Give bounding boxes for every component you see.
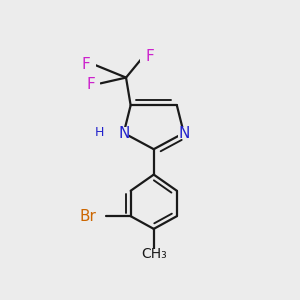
Bar bbox=[85, 59, 96, 70]
Text: N: N bbox=[118, 125, 129, 140]
Text: F: F bbox=[82, 57, 90, 72]
Text: F: F bbox=[86, 77, 95, 92]
Bar bbox=[140, 51, 151, 62]
Text: N: N bbox=[178, 125, 190, 140]
Bar bbox=[118, 128, 129, 139]
Text: F: F bbox=[146, 49, 154, 64]
Bar bbox=[145, 249, 162, 260]
Text: CH₃: CH₃ bbox=[141, 247, 167, 261]
Text: Br: Br bbox=[79, 209, 96, 224]
Text: H: H bbox=[95, 126, 104, 139]
Bar bbox=[87, 211, 105, 222]
Bar bbox=[89, 79, 100, 90]
Bar bbox=[178, 128, 189, 139]
Bar bbox=[98, 127, 110, 138]
